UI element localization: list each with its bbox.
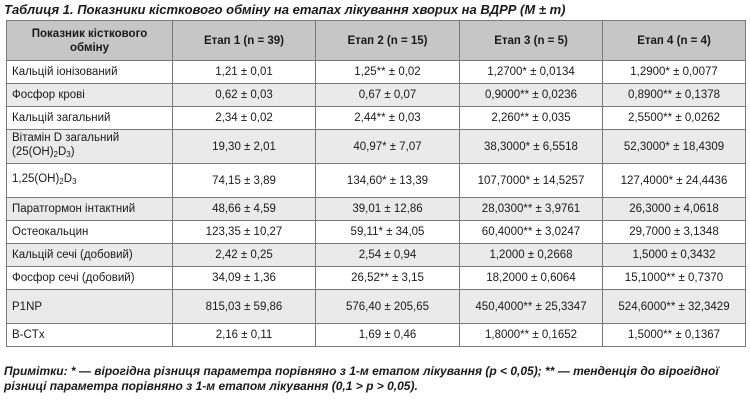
cell-value: 576,40 ± 205,65 xyxy=(315,289,460,324)
table-row: Паратгормон інтактний 48,66 ± 4,59 39,01… xyxy=(6,197,746,221)
row-label: 1,25(OH)2D3 xyxy=(6,163,173,198)
cell-value: 29,7000 ± 3,1348 xyxy=(602,220,746,244)
cell-value: 28,0300** ± 3,9761 xyxy=(459,197,603,221)
table-row: Кальцій іонізований 1,21 ± 0,01 1,25** ±… xyxy=(6,60,746,84)
row-label: B-CTx xyxy=(6,323,173,347)
cell-value: 59,11* ± 34,05 xyxy=(315,220,460,244)
cell-value: 1,21 ± 0,01 xyxy=(172,60,316,84)
cell-value: 40,97* ± 7,07 xyxy=(315,129,460,164)
cell-value: 0,8900** ± 0,1378 xyxy=(602,83,746,107)
cell-value: 134,60* ± 13,39 xyxy=(315,163,460,198)
row-label: Фосфор сечі (добовий) xyxy=(6,266,173,290)
cell-value: 1,25** ± 0,02 xyxy=(315,60,460,84)
table-row: P1NP 815,03 ± 59,86 576,40 ± 205,65 450,… xyxy=(6,289,746,324)
bone-metabolism-table: Показник кісткового обміну Етап 1 (n = 3… xyxy=(6,20,746,347)
header-stage-2: Етап 2 (n = 15) xyxy=(315,20,460,61)
row-label: Паратгормон інтактний xyxy=(6,197,173,221)
cell-value: 2,34 ± 0,02 xyxy=(172,106,316,130)
table-row: Кальцій сечі (добовий) 2,42 ± 0,25 2,54 … xyxy=(6,243,746,267)
cell-value: 18,2000 ± 0,6064 xyxy=(459,266,603,290)
header-stage-1: Етап 1 (n = 39) xyxy=(172,20,316,61)
cell-value: 0,9000** ± 0,0236 xyxy=(459,83,603,107)
header-indicator: Показник кісткового обміну xyxy=(6,20,173,61)
cell-value: 48,66 ± 4,59 xyxy=(172,197,316,221)
row-label: Кальцій сечі (добовий) xyxy=(6,243,173,267)
cell-value: 524,6000** ± 32,3429 xyxy=(602,289,746,324)
cell-value: 2,54 ± 0,94 xyxy=(315,243,460,267)
cell-value: 1,5000** ± 0,1367 xyxy=(602,323,746,347)
cell-value: 450,4000** ± 25,3347 xyxy=(459,289,603,324)
cell-value: 1,5000 ± 0,3432 xyxy=(602,243,746,267)
row-label: Вітамін D загальний (25(OH)2D3) xyxy=(6,129,173,164)
cell-value: 26,3000 ± 4,0618 xyxy=(602,197,746,221)
cell-value: 1,2700* ± 0,0134 xyxy=(459,60,603,84)
cell-value: 39,01 ± 12,86 xyxy=(315,197,460,221)
row-label: Остеокальцин xyxy=(6,220,173,244)
table-row: Вітамін D загальний (25(OH)2D3) 19,30 ± 2… xyxy=(6,129,746,164)
row-label: Кальцій іонізований xyxy=(6,60,173,84)
cell-value: 34,09 ± 1,36 xyxy=(172,266,316,290)
table-row: Фосфор крові 0,62 ± 0,03 0,67 ± 0,07 0,9… xyxy=(6,83,746,107)
cell-value: 60,4000** ± 3,0247 xyxy=(459,220,603,244)
row-label: P1NP xyxy=(6,289,173,324)
cell-value: 2,16 ± 0,11 xyxy=(172,323,316,347)
table-row: Остеокальцин 123,35 ± 10,27 59,11* ± 34,… xyxy=(6,220,746,244)
cell-value: 107,7000* ± 14,5257 xyxy=(459,163,603,198)
cell-value: 15,1000** ± 0,7370 xyxy=(602,266,746,290)
table-row: Кальцій загальний 2,34 ± 0,02 2,44** ± 0… xyxy=(6,106,746,130)
table-row: 1,25(OH)2D3 74,15 ± 3,89 134,60* ± 13,39… xyxy=(6,163,746,198)
table-notes: Примітки: * — вірогідна різниця параметр… xyxy=(4,364,719,393)
cell-value: 38,3000* ± 6,5518 xyxy=(459,129,603,164)
header-stage-4: Етап 4 (n = 4) xyxy=(602,20,746,61)
row-label: Кальцій загальний xyxy=(6,106,173,130)
cell-value: 26,52** ± 3,15 xyxy=(315,266,460,290)
header-row: Показник кісткового обміну Етап 1 (n = 3… xyxy=(6,20,746,61)
table-row: B-CTx 2,16 ± 0,11 1,69 ± 0,46 1,8000** ±… xyxy=(6,323,746,347)
cell-value: 52,3000* ± 18,4309 xyxy=(602,129,746,164)
cell-value: 1,8000** ± 0,1652 xyxy=(459,323,603,347)
cell-value: 74,15 ± 3,89 xyxy=(172,163,316,198)
row-label: Фосфор крові xyxy=(6,83,173,107)
cell-value: 2,260** ± 0,035 xyxy=(459,106,603,130)
cell-value: 127,4000* ± 24,4436 xyxy=(602,163,746,198)
cell-value: 123,35 ± 10,27 xyxy=(172,220,316,244)
cell-value: 815,03 ± 59,86 xyxy=(172,289,316,324)
header-stage-3: Етап 3 (n = 5) xyxy=(459,20,603,61)
cell-value: 1,2000 ± 0,2668 xyxy=(459,243,603,267)
cell-value: 2,5500** ± 0,0262 xyxy=(602,106,746,130)
table-row: Фосфор сечі (добовий) 34,09 ± 1,36 26,52… xyxy=(6,266,746,290)
table-caption: Таблиця 1. Показники кісткового обміну н… xyxy=(4,2,566,17)
cell-value: 2,42 ± 0,25 xyxy=(172,243,316,267)
cell-value: 1,69 ± 0,46 xyxy=(315,323,460,347)
cell-value: 0,67 ± 0,07 xyxy=(315,83,460,107)
cell-value: 1,2900* ± 0,0077 xyxy=(602,60,746,84)
cell-value: 19,30 ± 2,01 xyxy=(172,129,316,164)
cell-value: 0,62 ± 0,03 xyxy=(172,83,316,107)
cell-value: 2,44** ± 0,03 xyxy=(315,106,460,130)
